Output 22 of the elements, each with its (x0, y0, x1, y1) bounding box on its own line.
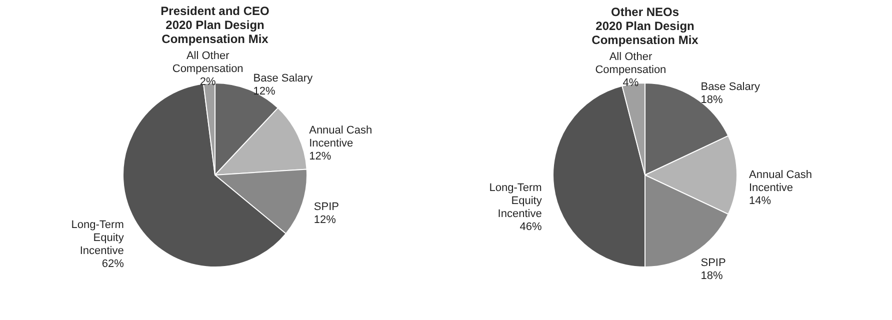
slice-label: All Other Compensation (172, 50, 244, 76)
data-label: 62% (102, 258, 124, 270)
data-label: 12% (253, 85, 276, 98)
data-label: 18% (700, 94, 723, 106)
slice-label: Annual Cash Incentive (749, 169, 812, 194)
slice-label: SPIP (700, 256, 726, 269)
data-label: 12% (309, 150, 332, 163)
data-label: 46% (520, 221, 542, 234)
data-label: 12% (314, 214, 336, 226)
slice-label: SPIP (314, 201, 339, 214)
data-label: 18% (700, 270, 723, 282)
data-label: 2% (200, 76, 216, 88)
slice-label: Long-Term Equity Incentive (489, 182, 542, 220)
slice-label: All Other Compensation (595, 50, 666, 76)
slice-label: Long-Term Equity Incentive (71, 219, 124, 258)
slice-label: Base Salary (700, 81, 761, 94)
slice-label: Annual Cash Incentive (309, 124, 372, 150)
slice-label: Base Salary (253, 72, 314, 84)
data-label: 4% (622, 76, 639, 89)
data-label: 14% (749, 195, 772, 207)
chart-title: Other NEOs 2020 Plan Design Compensation Mix (592, 4, 699, 47)
chart-title: President and CEO 2020 Plan Design Compensation Mix (160, 4, 270, 46)
